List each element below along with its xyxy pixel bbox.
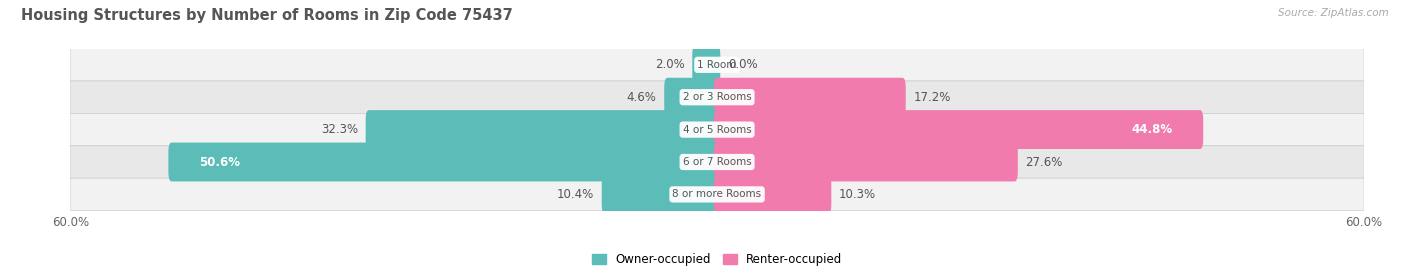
FancyBboxPatch shape [602,175,720,214]
FancyBboxPatch shape [70,81,1364,113]
Text: 4 or 5 Rooms: 4 or 5 Rooms [683,124,751,135]
Text: Source: ZipAtlas.com: Source: ZipAtlas.com [1278,8,1389,18]
Text: 50.6%: 50.6% [198,156,239,168]
Text: 2.0%: 2.0% [655,58,685,71]
Text: 44.8%: 44.8% [1132,123,1173,136]
FancyBboxPatch shape [70,146,1364,178]
Text: Housing Structures by Number of Rooms in Zip Code 75437: Housing Structures by Number of Rooms in… [21,8,513,23]
Text: 17.2%: 17.2% [914,91,950,104]
Text: 0.0%: 0.0% [728,58,758,71]
FancyBboxPatch shape [70,113,1364,146]
Text: 10.4%: 10.4% [557,188,595,201]
FancyBboxPatch shape [70,49,1364,81]
FancyBboxPatch shape [714,110,1204,149]
FancyBboxPatch shape [692,45,720,84]
Text: 2 or 3 Rooms: 2 or 3 Rooms [683,92,751,102]
Text: 10.3%: 10.3% [839,188,876,201]
Text: 32.3%: 32.3% [321,123,359,136]
FancyBboxPatch shape [366,110,720,149]
FancyBboxPatch shape [714,143,1018,181]
Text: 4.6%: 4.6% [627,91,657,104]
FancyBboxPatch shape [70,178,1364,211]
Legend: Owner-occupied, Renter-occupied: Owner-occupied, Renter-occupied [592,253,842,266]
FancyBboxPatch shape [714,175,831,214]
Text: 6 or 7 Rooms: 6 or 7 Rooms [683,157,751,167]
FancyBboxPatch shape [169,143,720,181]
FancyBboxPatch shape [714,78,905,117]
Text: 27.6%: 27.6% [1025,156,1063,168]
Text: 8 or more Rooms: 8 or more Rooms [672,189,762,200]
Text: 1 Room: 1 Room [697,60,737,70]
FancyBboxPatch shape [664,78,720,117]
